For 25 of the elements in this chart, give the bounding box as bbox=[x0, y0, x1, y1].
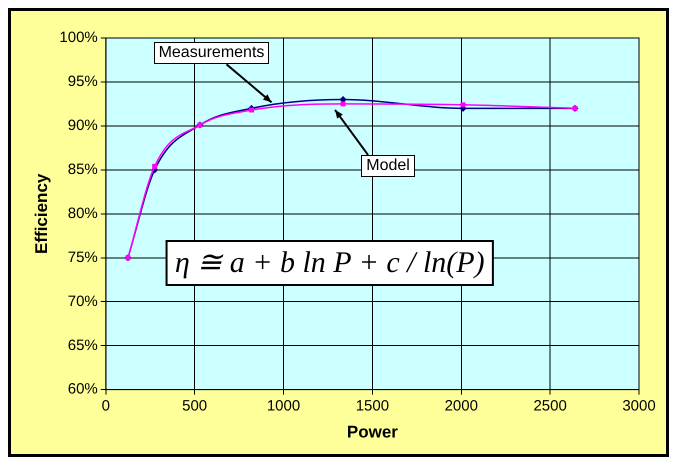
y-tick-label: 70% bbox=[68, 292, 98, 310]
y-tick-label: 65% bbox=[68, 336, 98, 354]
x-tick-label: 1000 bbox=[266, 398, 300, 415]
y-tick-label: 95% bbox=[68, 73, 98, 90]
y-tick-label: 80% bbox=[68, 204, 98, 222]
x-tick-label: 2000 bbox=[444, 398, 478, 415]
x-tick-label: 1500 bbox=[356, 398, 390, 415]
x-axis-title: Power bbox=[346, 422, 398, 442]
y-tick-label: 60% bbox=[68, 380, 98, 398]
x-tick-label: 3000 bbox=[622, 398, 656, 415]
text: Measurements bbox=[154, 42, 270, 64]
x-tick-label: 500 bbox=[182, 398, 208, 415]
x-tick-label: 2500 bbox=[533, 398, 567, 415]
point bbox=[152, 164, 158, 169]
point bbox=[249, 108, 254, 113]
y-tick-label: 85% bbox=[68, 160, 98, 178]
point bbox=[340, 101, 346, 106]
y-tick-label: 100% bbox=[59, 29, 98, 46]
x-tick-label: 0 bbox=[102, 398, 110, 415]
y-axis-title: Efficiency bbox=[32, 173, 51, 254]
point bbox=[460, 102, 466, 108]
text: Model bbox=[361, 154, 415, 177]
y-tick-label: 90% bbox=[68, 117, 98, 134]
annotation: η ≅ a + b ln P + c / ln(P) bbox=[174, 246, 485, 279]
y-tick-label: 75% bbox=[68, 248, 98, 266]
